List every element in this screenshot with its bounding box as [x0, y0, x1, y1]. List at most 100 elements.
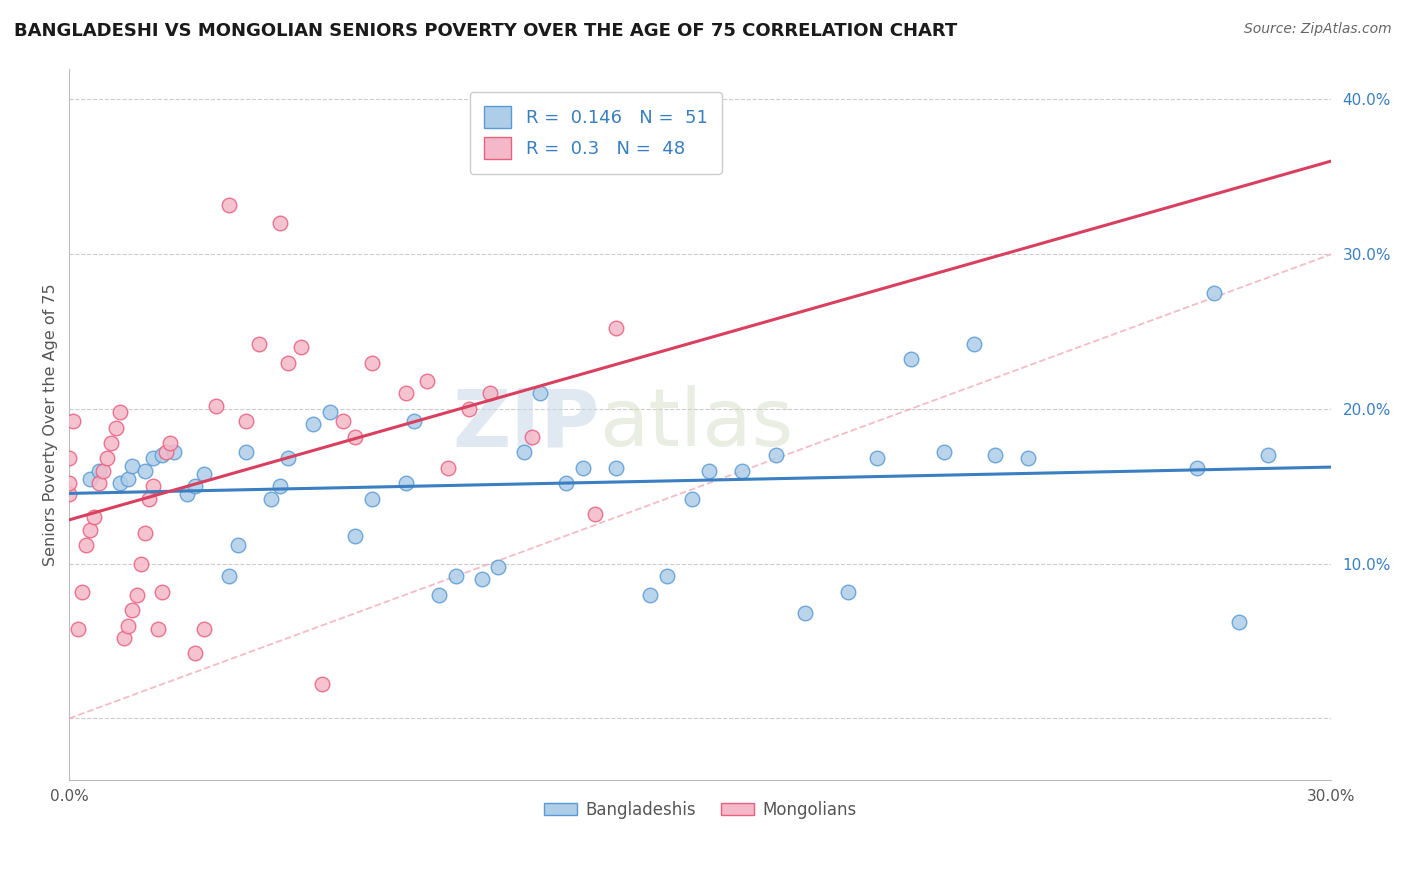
Text: ZIP: ZIP — [453, 385, 599, 464]
Point — [1257, 448, 1279, 462]
Point — [70, 584, 93, 599]
Point — [290, 340, 312, 354]
Point — [79, 472, 101, 486]
Point — [75, 538, 97, 552]
Point — [416, 374, 439, 388]
Point — [344, 529, 367, 543]
Point — [226, 538, 249, 552]
Point — [486, 559, 509, 574]
Point — [112, 631, 135, 645]
Point — [429, 588, 451, 602]
Point — [146, 622, 169, 636]
Point — [837, 584, 859, 599]
Point — [58, 451, 80, 466]
Point — [302, 417, 325, 432]
Point — [765, 448, 787, 462]
Point — [934, 445, 956, 459]
Point — [638, 588, 661, 602]
Point — [193, 622, 215, 636]
Point — [108, 405, 131, 419]
Point — [150, 584, 173, 599]
Point — [87, 476, 110, 491]
Point — [470, 572, 492, 586]
Point — [235, 445, 257, 459]
Point — [58, 487, 80, 501]
Point — [134, 464, 156, 478]
Point — [121, 603, 143, 617]
Point — [269, 216, 291, 230]
Point — [529, 386, 551, 401]
Point — [697, 464, 720, 478]
Point — [1202, 285, 1225, 300]
Point — [159, 436, 181, 450]
Point — [260, 491, 283, 506]
Point — [866, 451, 889, 466]
Point — [66, 622, 89, 636]
Point — [117, 618, 139, 632]
Point — [205, 399, 228, 413]
Point — [117, 472, 139, 486]
Point — [184, 647, 207, 661]
Point — [142, 451, 165, 466]
Point — [142, 479, 165, 493]
Point — [193, 467, 215, 481]
Point — [163, 445, 186, 459]
Y-axis label: Seniors Poverty Over the Age of 75: Seniors Poverty Over the Age of 75 — [44, 283, 58, 566]
Point — [332, 414, 354, 428]
Point — [361, 355, 384, 369]
Point — [125, 588, 148, 602]
Point — [150, 448, 173, 462]
Point — [446, 569, 468, 583]
Point — [984, 448, 1007, 462]
Point — [121, 459, 143, 474]
Point — [176, 487, 198, 501]
Point — [91, 464, 114, 478]
Legend: Bangladeshis, Mongolians: Bangladeshis, Mongolians — [537, 794, 863, 825]
Point — [83, 510, 105, 524]
Point — [478, 386, 501, 401]
Point — [129, 557, 152, 571]
Point — [62, 414, 84, 428]
Point — [458, 401, 481, 416]
Point — [277, 451, 299, 466]
Point — [1185, 460, 1208, 475]
Point — [319, 405, 342, 419]
Point — [605, 321, 627, 335]
Point — [404, 414, 426, 428]
Point — [794, 606, 817, 620]
Point — [96, 451, 118, 466]
Point — [571, 460, 593, 475]
Point — [900, 352, 922, 367]
Point — [605, 460, 627, 475]
Point — [104, 420, 127, 434]
Point — [963, 337, 986, 351]
Text: atlas: atlas — [599, 385, 794, 464]
Point — [395, 386, 418, 401]
Point — [235, 414, 257, 428]
Point — [583, 507, 606, 521]
Point — [731, 464, 754, 478]
Point — [87, 464, 110, 478]
Text: BANGLADESHI VS MONGOLIAN SENIORS POVERTY OVER THE AGE OF 75 CORRELATION CHART: BANGLADESHI VS MONGOLIAN SENIORS POVERTY… — [14, 22, 957, 40]
Point — [247, 337, 270, 351]
Point — [218, 197, 240, 211]
Point — [512, 445, 534, 459]
Point — [184, 479, 207, 493]
Point — [655, 569, 678, 583]
Point — [79, 523, 101, 537]
Point — [311, 677, 333, 691]
Point — [155, 445, 177, 459]
Point — [520, 430, 543, 444]
Point — [1227, 615, 1250, 630]
Point — [100, 436, 122, 450]
Text: Source: ZipAtlas.com: Source: ZipAtlas.com — [1244, 22, 1392, 37]
Point — [1017, 451, 1039, 466]
Point — [58, 476, 80, 491]
Point — [134, 525, 156, 540]
Point — [437, 460, 460, 475]
Point — [218, 569, 240, 583]
Point — [395, 476, 418, 491]
Point — [108, 476, 131, 491]
Point — [361, 491, 384, 506]
Point — [554, 476, 576, 491]
